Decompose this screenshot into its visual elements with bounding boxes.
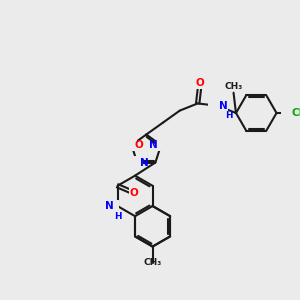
Text: O: O xyxy=(134,140,143,150)
Text: CH₃: CH₃ xyxy=(143,258,162,267)
Text: O: O xyxy=(196,78,204,88)
Text: N: N xyxy=(140,158,149,167)
Text: Cl: Cl xyxy=(289,108,300,118)
Text: N: N xyxy=(149,140,158,150)
Text: H: H xyxy=(114,212,121,221)
Text: CH₃: CH₃ xyxy=(224,82,243,91)
Text: O: O xyxy=(130,188,139,198)
Text: N: N xyxy=(157,140,165,150)
Text: O: O xyxy=(127,140,136,150)
Text: H: H xyxy=(226,111,233,120)
Text: N: N xyxy=(219,101,228,111)
Text: NH: NH xyxy=(209,101,227,111)
Text: N: N xyxy=(104,201,113,211)
Text: NH: NH xyxy=(100,201,118,211)
Text: Cl: Cl xyxy=(291,108,300,118)
Text: N: N xyxy=(133,158,142,167)
Text: O: O xyxy=(130,188,139,198)
Text: O: O xyxy=(196,78,204,88)
